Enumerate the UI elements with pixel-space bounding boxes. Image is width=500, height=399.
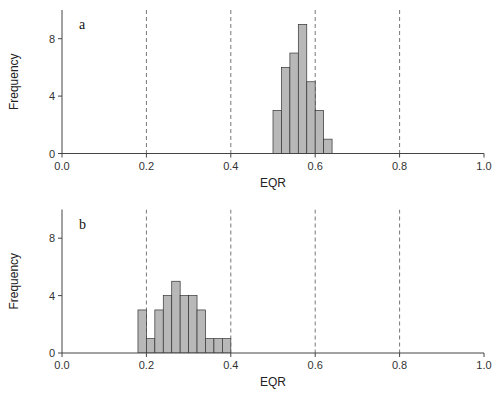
y-axis-label: Frequency (7, 53, 21, 110)
histogram-bar (163, 296, 171, 353)
y-tick (58, 153, 62, 154)
x-tick (315, 353, 316, 357)
panel: 0.0 0.2 0.4 0.6 0.8 1.0 0 4 8 EQR Frequency a (7, 10, 492, 190)
x-tick (62, 154, 63, 158)
x-tick (484, 353, 485, 357)
x-tick-label: 0.4 (223, 160, 238, 172)
x-tick (315, 154, 316, 158)
x-axis-label: EQR (260, 176, 286, 190)
histogram-bar (307, 82, 315, 154)
y-tick (58, 238, 62, 239)
y-tick-label: 4 (49, 90, 55, 102)
reference-line (399, 10, 400, 154)
plot-area (138, 210, 400, 354)
panel: 0.0 0.2 0.4 0.6 0.8 1.0 0 4 8 EQR Frequency b (7, 210, 492, 390)
y-tick-label: 0 (49, 148, 55, 160)
reference-line (315, 210, 316, 354)
x-axis-label: EQR (260, 375, 286, 389)
panel-label: a (79, 17, 86, 32)
x-axis-line (62, 353, 484, 354)
x-tick (62, 353, 63, 357)
y-tick-label: 0 (49, 347, 55, 359)
y-axis-label: Frequency (7, 253, 21, 310)
x-tick-label: 0.4 (223, 359, 238, 371)
chart-svg: 0.0 0.2 0.4 0.6 0.8 1.0 0 4 8 EQR Frequency a 0.0 0.2… (0, 0, 500, 399)
histogram-bar (155, 310, 163, 353)
histogram-bar (281, 67, 289, 153)
x-tick-label: 1.0 (476, 359, 491, 371)
histogram-bar (273, 110, 281, 153)
y-tick (58, 353, 62, 354)
x-tick (230, 353, 231, 357)
x-tick-label: 1.0 (476, 160, 491, 172)
x-tick-label: 0.2 (139, 160, 154, 172)
panel-label: b (79, 217, 86, 232)
x-axis-line (62, 153, 484, 154)
histogram-bar (290, 53, 298, 153)
x-tick (146, 154, 147, 158)
histogram-bar (214, 339, 222, 353)
histogram-bar (189, 296, 197, 353)
x-tick-label: 0.2 (139, 359, 154, 371)
x-tick (146, 353, 147, 357)
x-tick-label: 0.8 (392, 359, 407, 371)
y-tick (58, 96, 62, 97)
x-tick (399, 353, 400, 357)
plot-area (146, 10, 399, 154)
x-tick-label: 0.0 (54, 160, 69, 172)
histogram-bar (146, 339, 154, 353)
x-tick (399, 154, 400, 158)
y-tick (58, 38, 62, 39)
reference-line (399, 210, 400, 354)
histogram-bar (180, 296, 188, 353)
x-tick-label: 0.6 (308, 359, 323, 371)
y-tick-label: 8 (49, 33, 55, 45)
histogram-bar (222, 339, 230, 353)
histogram-bar (315, 110, 323, 153)
x-tick-label: 0.8 (392, 160, 407, 172)
reference-line (230, 10, 231, 154)
y-axis-line (62, 10, 63, 154)
y-tick-label: 4 (49, 290, 55, 302)
histogram-bar (298, 24, 306, 153)
histogram-bar (324, 139, 332, 153)
x-tick-label: 0.6 (308, 160, 323, 172)
histogram-bar (138, 310, 146, 353)
reference-line (230, 210, 231, 354)
y-tick-label: 8 (49, 232, 55, 244)
x-tick (484, 154, 485, 158)
y-tick (58, 295, 62, 296)
histogram-bar (205, 339, 213, 353)
reference-line (146, 10, 147, 154)
y-axis-line (62, 210, 63, 354)
background (0, 0, 500, 399)
histogram-bar (172, 281, 180, 353)
x-tick-label: 0.0 (54, 359, 69, 371)
histogram-bar (197, 310, 205, 353)
x-tick (230, 154, 231, 158)
